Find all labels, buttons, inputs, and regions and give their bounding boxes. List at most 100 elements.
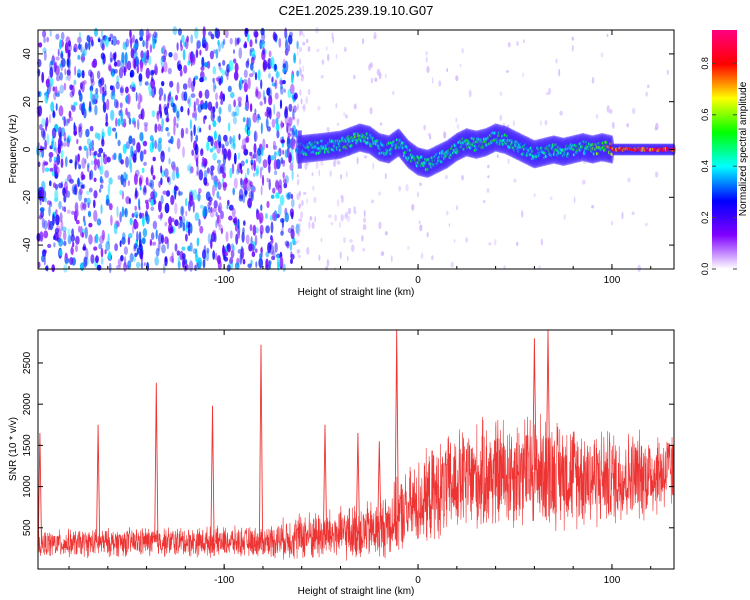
spectrogram-noise-dot — [87, 162, 90, 169]
spectrogram-noise-dot — [363, 210, 366, 218]
spectrogram-noise-dot — [455, 75, 459, 82]
spectrogram-noise-dot — [100, 30, 104, 38]
spectrogram-noise-dot — [53, 242, 56, 248]
spectrogram-noise-dot — [549, 196, 553, 201]
spectrogram-noise-dot — [183, 91, 188, 102]
spectrogram-noise-dot — [204, 115, 207, 120]
spectrogram-noise-dot — [255, 168, 259, 177]
snr-spike — [37, 432, 42, 545]
spectrogram-noise-dot — [302, 103, 306, 112]
spectrogram-noise-dot — [245, 136, 250, 143]
spectrogram-noise-dot — [135, 221, 139, 229]
spectrogram-noise-dot — [166, 176, 170, 183]
spectrogram-noise-dot — [90, 70, 93, 78]
spectrogram-noise-dot — [62, 142, 68, 147]
spectrogram-noise-dot — [215, 48, 219, 59]
colorbar-label: Normalized spectral amplitude — [738, 81, 749, 216]
spectrogram-noise-dot — [48, 156, 52, 163]
spectrogram-noise-dot — [237, 228, 240, 240]
spectrogram-noise-dot — [224, 29, 229, 39]
spectrogram-y-tick-label: 20 — [22, 96, 33, 108]
spectrogram-noise-dot — [230, 142, 233, 149]
spectrogram-noise-dot — [41, 118, 46, 128]
spectrogram-noise-dot — [284, 240, 290, 247]
spectrogram-noise-dot — [239, 163, 242, 170]
spectrogram-noise-dot — [268, 94, 273, 106]
spectrogram-noise-dot — [253, 172, 256, 177]
spectrogram-noise-dot — [278, 179, 282, 189]
spectrogram-noise-dot — [232, 187, 235, 196]
spectrogram-noise-dot — [595, 113, 599, 119]
spectrogram-noise-dot — [212, 250, 216, 260]
spectrogram-noise-dot — [533, 193, 536, 198]
spectrogram-noise-dot — [81, 228, 86, 234]
spectrogram-noise-dot — [71, 84, 75, 97]
spectrogram-noise-dot — [276, 130, 280, 139]
spectrogram-noise-dot — [102, 86, 105, 93]
spectrogram-noise-dot — [193, 124, 196, 136]
spectrogram-noise-dot — [90, 89, 93, 102]
spectrogram-panel: -100 0 100 -40 -20 0 20 40 Height of straight l… — [8, 26, 676, 298]
spectrogram-noise-dot — [459, 63, 462, 68]
spectrogram-noise-dot — [290, 83, 295, 95]
spectrogram-noise-dot — [287, 44, 291, 52]
spectrogram-noise-dot — [465, 237, 468, 243]
spectrogram-noise-dot — [82, 49, 87, 57]
spectrogram-noise-dot — [85, 248, 89, 260]
spectrogram-noise-dot — [271, 118, 276, 128]
spectrogram-noise-dot — [163, 93, 166, 102]
spectrogram-noise-dot — [78, 124, 82, 133]
spectrogram-noise-dot — [248, 73, 254, 78]
spectrogram-noise-dot — [326, 259, 330, 267]
spectrogram-noise-dot — [290, 251, 293, 258]
spectrogram-noise-dot — [218, 202, 223, 214]
spectrogram-noise-dot — [145, 214, 150, 225]
spectrogram-noise-dot — [81, 203, 87, 210]
spectrogram-noise-dot — [227, 103, 232, 113]
spectrogram-noise-dot — [279, 256, 284, 268]
spectrogram-noise-dot — [252, 224, 257, 236]
spectrogram-noise-dot — [89, 170, 92, 181]
spectrogram-noise-dot — [51, 127, 57, 139]
spectrogram-noise-dot — [284, 48, 289, 56]
spectrogram-noise-dot — [378, 221, 382, 230]
spectrogram-noise-dot — [242, 117, 246, 123]
spectrogram-noise-dot — [143, 149, 147, 155]
spectrogram-noise-dot — [262, 59, 268, 71]
spectrogram-noise-dot — [39, 231, 44, 242]
spectrogram-noise-dot — [290, 228, 295, 240]
spectrogram-noise-dot — [119, 211, 122, 223]
spectrogram-noise-dot — [59, 63, 62, 68]
spectrogram-noise-dot — [227, 247, 231, 253]
spectrogram-noise-dot — [181, 34, 185, 43]
spectrogram-noise-dot — [53, 147, 56, 152]
spectrogram-noise-dot — [87, 210, 92, 218]
spectrogram-noise-dot — [305, 96, 309, 105]
spectrogram-noise-dot — [59, 39, 62, 50]
spectrogram-noise-dot — [100, 204, 103, 215]
spectrogram-noise-dot — [139, 36, 144, 41]
spectrogram-noise-dot — [48, 205, 51, 217]
spectrogram-noise-dot — [176, 138, 181, 150]
spectrogram-noise-dot — [220, 67, 223, 74]
spectrogram-noise-dot — [296, 174, 299, 178]
spectrogram-noise-dot — [265, 117, 269, 129]
spectrogram-noise-dot — [390, 255, 393, 263]
spectrogram-noise-dot — [138, 231, 142, 243]
spectrogram-noise-dot — [329, 170, 333, 177]
spectrogram-noise-dot — [47, 83, 51, 95]
spectrogram-noise-dot — [271, 77, 274, 83]
spectrogram-noise-dot — [71, 184, 77, 195]
spectrogram-noise-dot — [39, 198, 42, 206]
spectrogram-noise-dot — [611, 220, 613, 226]
spectrogram-noise-dot — [282, 160, 286, 167]
spectrogram-noise-dot — [158, 180, 161, 188]
spectrogram-noise-dot — [171, 217, 175, 223]
spectrogram-noise-dot — [320, 160, 324, 167]
spectrogram-noise-dot — [67, 69, 71, 82]
spectrogram-noise-dot — [232, 244, 235, 252]
spectrogram-noise-dot — [181, 91, 186, 101]
spectrogram-noise-dot — [176, 122, 179, 129]
spectrogram-noise-dot — [55, 56, 60, 61]
spectrogram-noise-dot — [199, 148, 204, 157]
